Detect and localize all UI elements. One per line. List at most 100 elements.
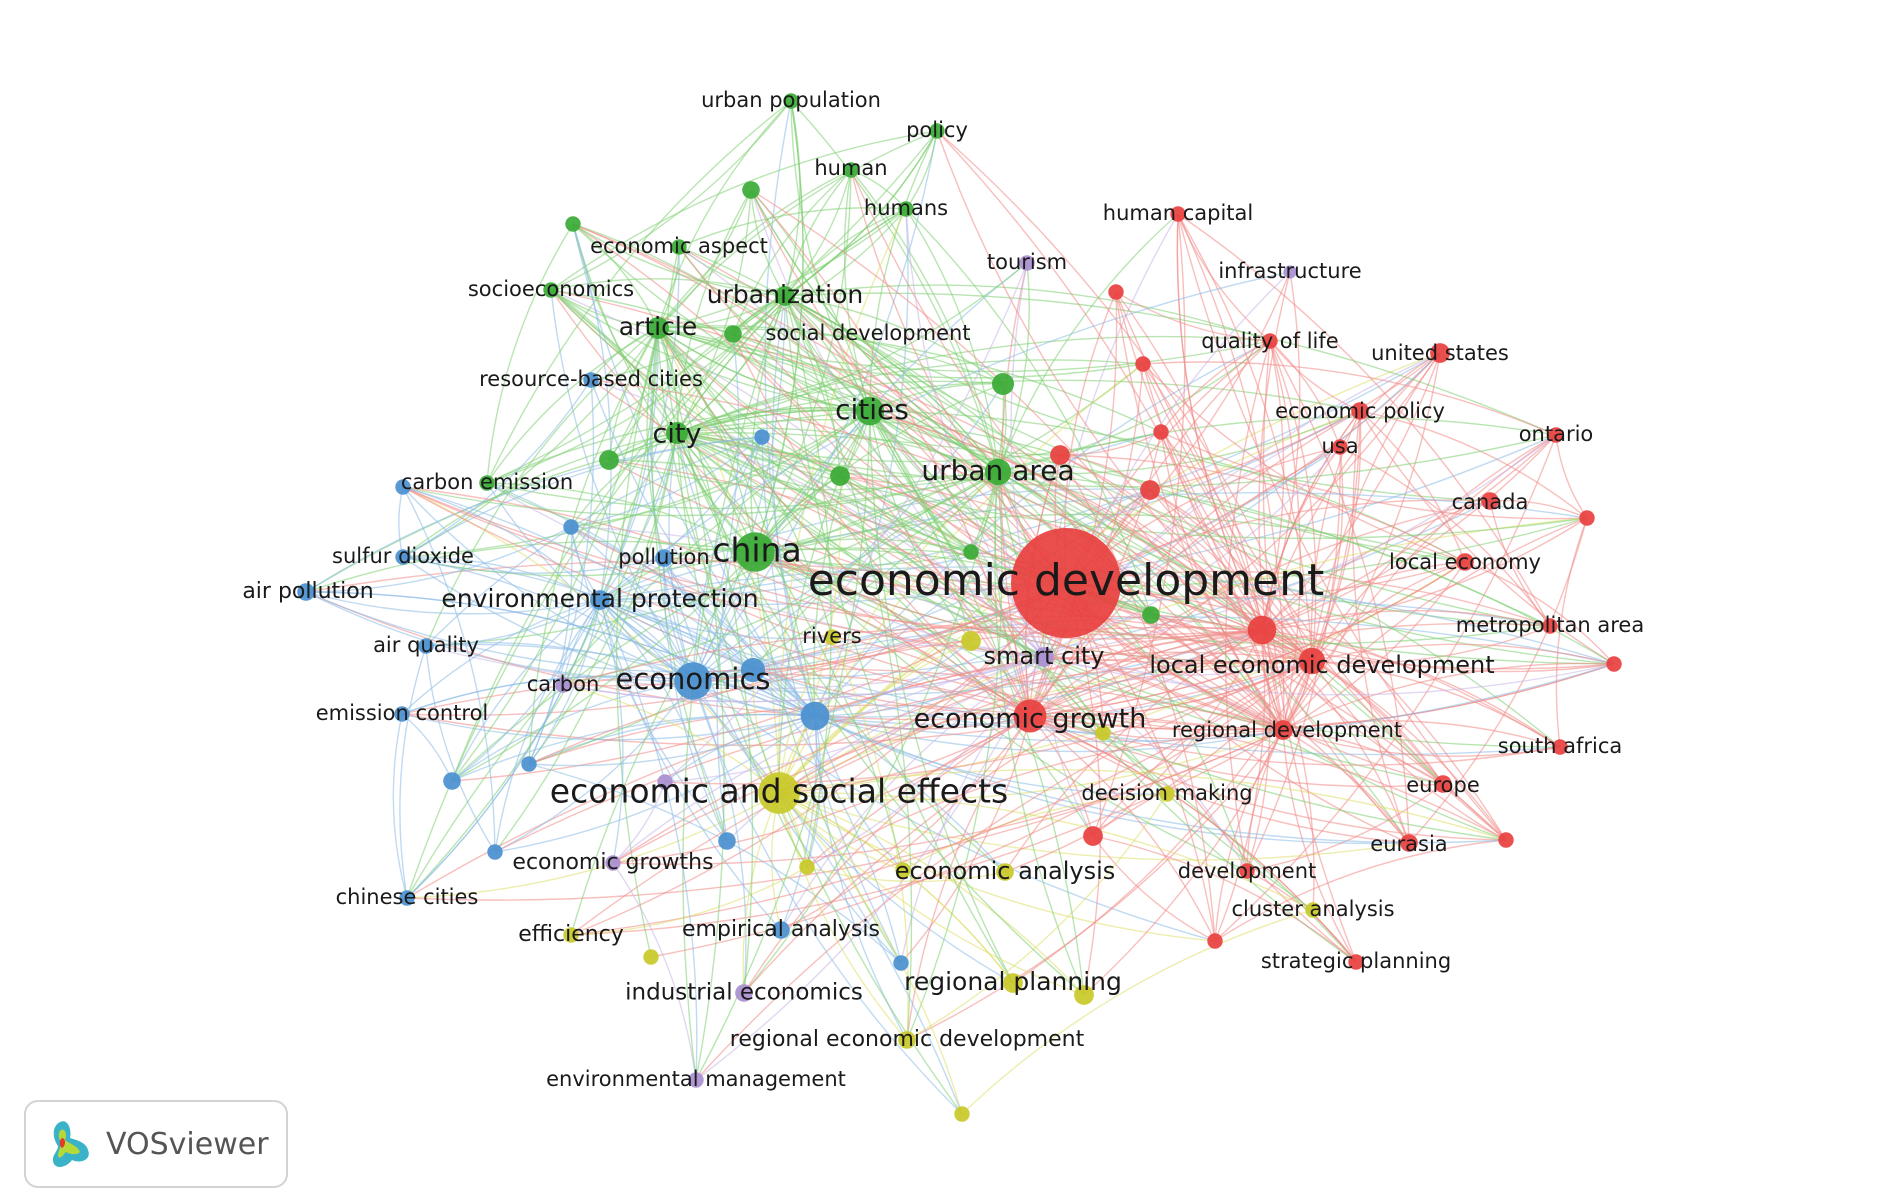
label-canada[interactable]: canada xyxy=(1452,490,1529,514)
node-china[interactable] xyxy=(735,532,775,572)
label-economic-policy[interactable]: economic policy xyxy=(1275,399,1445,423)
node-y5[interactable] xyxy=(799,859,815,875)
node-economic-growths[interactable] xyxy=(605,855,621,871)
node-tourism[interactable] xyxy=(1019,255,1035,271)
node-quality-of-life[interactable] xyxy=(1262,333,1278,349)
label-usa[interactable]: usa xyxy=(1321,434,1358,458)
label-europe[interactable]: europe xyxy=(1406,773,1480,797)
node-united-states[interactable] xyxy=(1430,343,1450,363)
label-development[interactable]: development xyxy=(1178,859,1317,883)
node-europe[interactable] xyxy=(1434,775,1452,793)
node-carbon[interactable] xyxy=(555,677,571,693)
node-urbanization[interactable] xyxy=(775,286,795,306)
node-economic-aspect[interactable] xyxy=(671,239,687,255)
node-b5[interactable] xyxy=(563,519,579,535)
label-economic-aspect[interactable]: economic aspect xyxy=(590,234,768,258)
node-local-economic-development[interactable] xyxy=(1298,647,1326,675)
node-human[interactable] xyxy=(843,162,859,178)
label-carbon[interactable]: carbon xyxy=(527,672,600,696)
node-policy[interactable] xyxy=(929,123,945,139)
node-economic-growth[interactable] xyxy=(1013,699,1047,733)
node-regional-economic-development[interactable] xyxy=(898,1031,916,1049)
label-industrial-economics[interactable]: industrial economics xyxy=(625,980,863,1006)
node-south-africa[interactable] xyxy=(1552,739,1568,755)
label-human-capital[interactable]: human capital xyxy=(1103,201,1253,225)
node-infrastructure[interactable] xyxy=(1283,265,1297,279)
label-policy[interactable]: policy xyxy=(906,118,968,142)
node-environmental-management[interactable] xyxy=(688,1072,704,1088)
label-article[interactable]: article xyxy=(619,312,697,341)
node-y6[interactable] xyxy=(954,1106,970,1122)
label-emission-control[interactable]: emission control xyxy=(316,701,489,725)
node-sulfur-dioxide[interactable] xyxy=(395,549,411,565)
node-ontario[interactable] xyxy=(1548,427,1564,443)
node-b6[interactable] xyxy=(443,772,461,790)
label-united-states[interactable]: united states xyxy=(1371,341,1509,365)
label-economics[interactable]: economics xyxy=(615,662,770,696)
node-industrial-economics[interactable] xyxy=(735,984,753,1002)
node-b9[interactable] xyxy=(718,832,736,850)
label-eurasia[interactable]: eurasia xyxy=(1370,832,1447,856)
label-regional-economic-development[interactable]: regional economic development xyxy=(730,1027,1085,1052)
label-efficiency[interactable]: efficiency xyxy=(518,922,624,947)
node-b2[interactable] xyxy=(740,657,766,683)
node-g6[interactable] xyxy=(1142,606,1160,624)
node-g7[interactable] xyxy=(963,544,979,560)
label-environmental-management[interactable]: environmental management xyxy=(546,1067,846,1091)
node-air-pollution[interactable] xyxy=(297,583,315,601)
node-air-quality[interactable] xyxy=(418,638,434,654)
node-economics[interactable] xyxy=(674,662,712,700)
node-b8[interactable] xyxy=(487,844,503,860)
node-strategic-planning[interactable] xyxy=(1348,954,1364,970)
label-sulfur-dioxide[interactable]: sulfur dioxide xyxy=(332,544,474,568)
label-economic-growths[interactable]: economic growths xyxy=(512,850,713,875)
node-b1[interactable] xyxy=(800,701,830,731)
node-local-economy[interactable] xyxy=(1456,553,1474,571)
node-r1[interactable] xyxy=(1247,615,1277,645)
node-canada[interactable] xyxy=(1481,492,1499,510)
node-b3[interactable] xyxy=(754,429,770,445)
label-urbanization[interactable]: urbanization xyxy=(707,280,863,309)
label-urban-area[interactable]: urban area xyxy=(921,454,1074,487)
node-empirical-analysis[interactable] xyxy=(772,921,790,939)
label-cluster-analysis[interactable]: cluster analysis xyxy=(1231,897,1394,921)
node-decision-making[interactable] xyxy=(1159,786,1175,802)
label-humans[interactable]: humans xyxy=(864,196,948,220)
label-socioeconomics[interactable]: socioeconomics xyxy=(468,277,634,301)
label-carbon-emission[interactable]: carbon emission xyxy=(401,470,573,494)
node-smart-city[interactable] xyxy=(1034,647,1054,667)
label-regional-planning[interactable]: regional planning xyxy=(904,967,1122,996)
node-development[interactable] xyxy=(1239,863,1255,879)
label-resource-based-cities[interactable]: resource-based cities xyxy=(479,367,703,391)
label-social-development[interactable]: social development xyxy=(765,321,970,345)
label-empirical-analysis[interactable]: empirical analysis xyxy=(682,917,880,942)
label-smart-city[interactable]: smart city xyxy=(984,642,1105,670)
label-city[interactable]: city xyxy=(653,419,702,450)
label-environmental-protection[interactable]: environmental protection xyxy=(441,584,758,613)
label-tourism[interactable]: tourism xyxy=(987,250,1067,274)
node-g2[interactable] xyxy=(742,181,760,199)
node-article[interactable] xyxy=(647,317,669,339)
label-regional-development[interactable]: regional development xyxy=(1172,718,1402,742)
node-eurasia[interactable] xyxy=(1400,834,1418,852)
node-economic-analysis[interactable] xyxy=(996,863,1014,881)
node-economic-development[interactable] xyxy=(1011,528,1121,638)
node-r9[interactable] xyxy=(1498,832,1514,848)
node-b4[interactable] xyxy=(395,479,411,495)
node-carbon-emission[interactable] xyxy=(479,475,495,491)
node-humans[interactable] xyxy=(898,201,914,217)
label-human[interactable]: human xyxy=(814,156,887,180)
node-y2[interactable] xyxy=(1074,985,1094,1005)
node-city[interactable] xyxy=(666,422,688,444)
node-r6[interactable] xyxy=(1153,424,1169,440)
label-strategic-planning[interactable]: strategic planning xyxy=(1261,949,1451,973)
label-urban-population[interactable]: urban population xyxy=(701,88,881,112)
node-p1[interactable] xyxy=(657,774,673,790)
node-socioeconomics[interactable] xyxy=(543,282,559,298)
node-b10[interactable] xyxy=(893,955,909,971)
label-pollution[interactable]: pollution xyxy=(618,545,709,569)
label-south-africa[interactable]: south africa xyxy=(1498,734,1622,758)
node-g5[interactable] xyxy=(830,466,850,486)
label-chinese-cities[interactable]: chinese cities xyxy=(336,885,479,909)
